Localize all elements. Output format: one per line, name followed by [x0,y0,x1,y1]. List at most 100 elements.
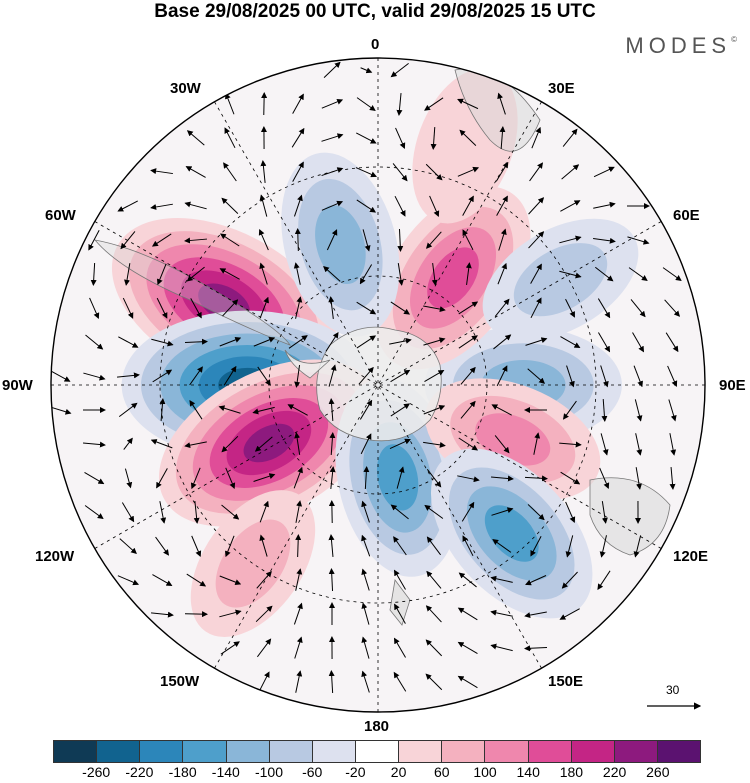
wind-vector [184,441,207,449]
colorbar-tick-label: -260 [82,764,111,780]
wind-vector [259,194,268,217]
colorbar-tick-label: -180 [168,764,197,780]
wind-vector [600,365,609,388]
wind-vector [495,161,509,182]
wind-vector [150,439,173,449]
wind-vector [530,536,542,557]
colorbar-tick-label: 220 [602,764,627,780]
wind-vector [524,611,547,619]
wind-vector [600,433,609,456]
wind-vector [597,570,611,591]
wind-vector [627,236,650,245]
wind-vector [424,504,444,519]
wind-vector [358,366,374,385]
wind-vector [490,575,513,583]
wind-vector [328,398,335,422]
wind-vectors [51,61,682,694]
latitude-circle [159,166,597,604]
wind-vector [459,129,477,147]
wind-vector [393,637,406,658]
wind-vector [356,97,376,111]
wind-vector [117,372,140,379]
wind-vector [599,535,607,558]
wind-vector [395,127,406,149]
wind-vector [256,570,272,589]
wind-vector [184,611,208,618]
wind-vector [362,229,371,252]
wind-vector [223,365,237,386]
new-zealand-landmass [389,579,411,626]
colorbar-swatch [140,741,184,762]
wind-vector [221,197,239,215]
wind-vector [256,638,272,658]
wind-vector [159,398,166,422]
wind-vector [426,536,441,556]
wind-vector [360,67,373,74]
wind-vector [328,534,335,558]
wind-vector [462,229,474,251]
lon-label-180: 180 [364,718,390,735]
wind-vector [460,400,476,419]
wind-vector [462,195,474,216]
wind-vector [253,336,276,347]
wind-vector [329,432,336,456]
map-disc [51,58,705,712]
wind-vector [124,263,131,286]
wind-vector [152,369,173,383]
lon-label-90e: 90E [719,377,746,394]
colorbar-tick-label: 180 [559,764,584,780]
wind-vector [294,636,303,659]
australia-landmass [589,477,671,556]
wind-vector [528,197,545,215]
wind-vector [359,264,373,285]
wind-vector [392,163,408,182]
colorbar-tick-label: 140 [516,764,540,780]
wind-vector [425,673,443,691]
wind-vector [151,233,172,247]
wind-vector [593,166,615,178]
wind-vector [393,536,407,556]
wind-vector [219,609,242,618]
wind-vector [458,335,478,349]
wind-vector [155,536,170,556]
wind-vector [458,301,479,315]
wind-vector [255,605,273,623]
wind-vector [669,433,677,456]
wind-vector [426,468,442,488]
wind-vector [561,571,578,589]
wind-vector [90,262,97,286]
lon-label-120e: 120E [673,548,709,565]
wind-vector [530,297,542,319]
wind-vector [84,505,104,520]
wind-vector [566,365,575,388]
wind-vector [119,538,137,554]
wind-vector [425,231,442,249]
modes-logo: MODES© [625,33,737,59]
wind-vector [490,609,513,617]
wind-vector [425,605,442,623]
wind-vector [527,504,545,521]
wind-vector [253,473,276,482]
wind-vector [397,228,404,252]
wind-vector [457,675,478,689]
wind-vector [494,298,510,317]
wind-vector [328,296,335,319]
wind-vector [193,501,200,524]
antarctica-landmass [316,326,442,442]
lon-label-30e: 30E [548,80,575,97]
wind-vector [356,199,377,213]
wind-vector [423,441,446,448]
colorbar-swatch [355,741,400,762]
wind-vector [321,98,344,109]
wind-vector [258,228,269,251]
antarctic-peninsula [284,349,331,379]
wind-vector [259,262,268,285]
wind-vector [390,504,409,520]
wind-vector [396,93,403,116]
wind-vector [431,263,438,286]
wind-vector [363,466,370,490]
wind-vector [85,334,104,350]
wind-vector [190,298,202,319]
wind-vector [122,297,134,319]
wind-vector [260,160,267,183]
